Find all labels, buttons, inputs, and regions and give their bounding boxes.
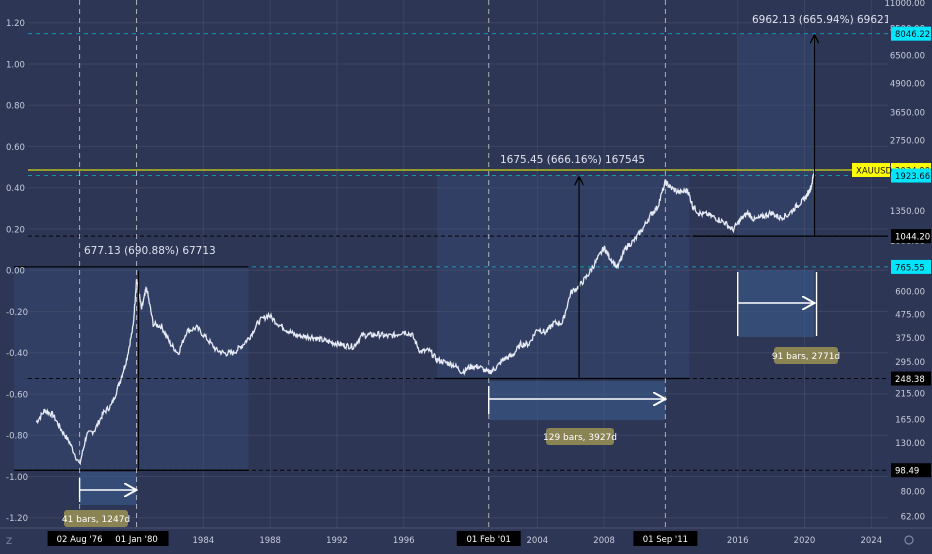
left-tick-8: -0.40 [6,349,28,359]
x-tick-5: 2008 [593,536,615,546]
measure-arrows [78,36,817,502]
x-tick-3: 1996 [393,536,415,546]
zoom-icon: Z [6,537,12,547]
price-label-6: 98.49 [895,467,919,477]
x-highlight-bg-2 [456,531,521,546]
x-tick-2: 1992 [326,536,348,546]
x-tick-1: 1988 [259,536,281,546]
price-label-5: 248.38 [895,375,925,385]
series-layer [35,169,816,466]
bars-label-1: 41 bars, 1247d [62,515,130,525]
symbol-tag: XAUUSD [856,166,892,176]
left-tick-2: 0.80 [6,102,25,112]
left-tick-9: -0.60 [6,390,28,400]
measure-box-2 [437,175,690,379]
price-label-0: 8046.22 [895,30,930,40]
price-label-bg-2 [891,168,931,183]
measure-box-3 [737,33,815,237]
right-tick-7: 1350.00 [890,207,925,217]
right-tick-17: 62.00 [901,513,925,523]
time-box-1 [79,472,137,505]
x-highlight-bg-3 [633,531,698,546]
symbol-tag-bg [852,162,890,177]
right-tick-15: 130.00 [895,439,925,449]
bars-label-2-bg [546,428,614,445]
left-tick-11: -1.00 [6,473,28,483]
x-tick-7: 2020 [794,536,816,546]
price-label-3: 1044.20 [895,233,930,243]
price-label-bg-4 [891,259,931,274]
x-tick-8: 2024 [860,536,882,546]
right-tick-0: 11000.00 [884,0,925,9]
time-box-2 [488,381,666,420]
left-tick-1: 1.00 [6,60,25,70]
measure-labels: 677.13 (690.88%) 67713 1675.45 (666.16%) … [62,14,897,527]
vertical-lines [79,0,666,528]
right-tick-10: 475.00 [895,311,925,321]
price-label-bg-5 [891,371,931,386]
left-tick-7: -0.20 [6,308,28,318]
horizontal-lines [14,33,888,471]
x-tick-6: 2016 [727,536,749,546]
right-axis-bg [888,0,932,550]
left-axis: 1.20 1.00 0.80 0.60 0.40 0.20 0.00 -0.20 -0.40 -0… [6,19,28,524]
price-label-bg-6 [891,463,931,478]
measure-label-2: 1675.45 (666.16%) 167545 [500,154,645,166]
x-axis[interactable]: 198419881992199620042008201620202024202 … [0,527,932,550]
x-highlight-1: 01 Jan '80 [115,535,157,545]
x-tick-0: 1984 [193,536,215,546]
right-tick-13: 215.00 [895,389,925,399]
price-label-2: 1923.66 [895,172,930,182]
right-tick-11: 375.00 [895,334,925,344]
price-label-bg-0 [891,26,931,41]
x-tick-4: 2004 [527,536,549,546]
right-tick-16: 80.00 [901,487,925,497]
price-label-4: 765.55 [895,263,925,273]
bars-label-3-bg [774,347,838,364]
x-highlight-2: 01 Feb '01 [467,535,511,545]
bars-label-3: 91 bars, 2771d [772,352,840,362]
left-tick-12: -1.20 [6,514,28,524]
bars-label-1-bg [64,510,128,527]
left-tick-6: 0.00 [6,267,25,277]
right-tick-4: 3650.00 [890,109,925,119]
left-tick-10: -0.80 [6,432,28,442]
measure-label-3: 6962.13 (665.94%) 696213 [752,14,897,26]
right-tick-12: 295.00 [895,358,925,368]
right-tick-2: 6500.00 [890,51,925,61]
corner-icons: Z [6,535,914,547]
x-highlight-bg-0 [47,531,112,546]
left-tick-5: 0.20 [6,225,25,235]
settings-gear-icon [904,535,914,545]
measure-box-1 [14,266,249,471]
x-highlight-bg-1 [104,531,169,546]
grid [28,0,888,528]
price-line [35,169,816,466]
right-tick-14: 165.00 [895,416,925,426]
measure-label-1: 677.13 (690.88%) 67713 [84,245,216,257]
right-tick-5: 2750.00 [890,137,925,147]
price-label-bg-3 [891,229,931,244]
measure-boxes [14,33,815,505]
x-highlight-0: 02 Aug '76 [57,535,103,545]
bars-label-2: 129 bars, 3927d [543,433,617,443]
x-highlight-3: 01 Sep '11 [643,535,688,545]
right-tick-9: 600.00 [895,288,925,298]
left-tick-4: 0.40 [6,184,25,194]
left-tick-0: 1.20 [6,19,25,29]
right-axis: 11000.008500.006500.004900.003650.002750… [852,0,932,550]
left-tick-3: 0.60 [6,143,25,153]
right-tick-3: 4900.00 [890,79,925,89]
